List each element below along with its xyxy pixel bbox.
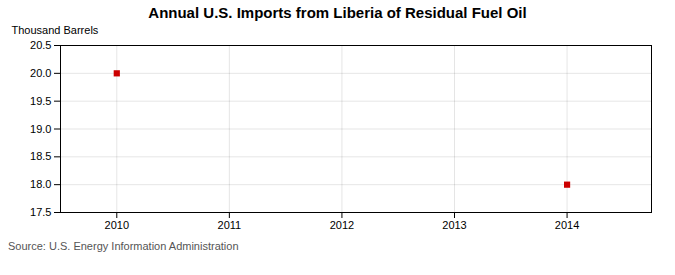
svg-text:Thousand Barrels: Thousand Barrels — [12, 24, 99, 36]
svg-text:2010: 2010 — [105, 219, 129, 231]
svg-text:19.5: 19.5 — [30, 95, 51, 107]
html-text:Annual U.S. Imports from Liber: Annual U.S. Imports from Liberia of Resi… — [148, 4, 527, 21]
svg-text:20.5: 20.5 — [30, 39, 51, 51]
svg-text:2014: 2014 — [555, 219, 579, 231]
svg-text:18.0: 18.0 — [30, 178, 51, 190]
html-text:Source: U.S. Energy Informatio: Source: U.S. Energy Information Administ… — [8, 240, 239, 252]
svg-text:18.5: 18.5 — [30, 150, 51, 162]
svg-text:20.0: 20.0 — [30, 67, 51, 79]
svg-text:2013: 2013 — [442, 219, 466, 231]
svg-text:19.0: 19.0 — [30, 123, 51, 135]
svg-text:2011: 2011 — [218, 219, 242, 231]
svg-text:2012: 2012 — [330, 219, 354, 231]
svg-text:17.5: 17.5 — [30, 206, 51, 218]
